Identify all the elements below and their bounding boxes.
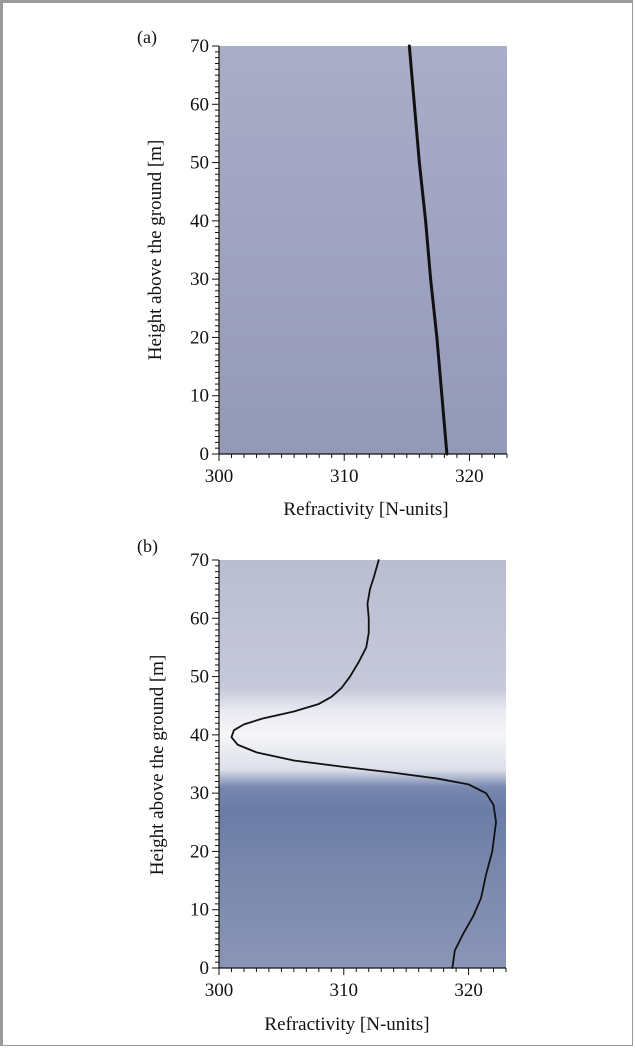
x-tick-label: 310: [330, 466, 359, 487]
x-tick-label: 310: [330, 980, 359, 1001]
x-tick-label: 300: [205, 466, 234, 487]
y-axis-label: Height above the ground [m]: [145, 140, 166, 361]
y-tick-label: 50: [190, 153, 209, 174]
y-axis-label: Height above the ground [m]: [147, 655, 168, 876]
x-tick-label: 320: [455, 466, 484, 487]
y-tick-label: 40: [190, 211, 209, 232]
x-tick-label: 300: [205, 980, 234, 1001]
y-tick-label: 30: [190, 269, 209, 290]
y-tick-label: 50: [190, 667, 209, 688]
panel-label: (a): [137, 27, 157, 48]
y-tick-label: 0: [200, 958, 210, 979]
x-axis-label: Refractivity [N-units]: [264, 1014, 429, 1035]
y-tick-label: 20: [190, 841, 209, 862]
panel-b: (b) Refractivity [N-units] Height above …: [137, 536, 507, 1035]
y-tick-label: 30: [190, 783, 209, 804]
y-tick-label: 0: [200, 444, 210, 465]
plot-area: [219, 46, 507, 454]
panel-label: (b): [137, 536, 158, 557]
plot-area: [219, 560, 506, 968]
y-tick-label: 60: [190, 94, 209, 115]
y-tick-label: 60: [190, 608, 209, 629]
series-line: [230, 559, 497, 969]
x-tick-label: 320: [454, 980, 483, 1001]
panel-a: (a) Refractivity [N-units] Height above …: [137, 27, 508, 520]
y-tick-label: 10: [190, 900, 209, 921]
y-tick-label: 20: [190, 327, 209, 348]
x-axis-label: Refractivity [N-units]: [283, 499, 448, 520]
y-tick-label: 70: [190, 36, 209, 57]
y-tick-label: 40: [190, 725, 209, 746]
series-line: [407, 44, 449, 456]
y-tick-label: 70: [190, 550, 209, 571]
y-tick-label: 10: [190, 386, 209, 407]
